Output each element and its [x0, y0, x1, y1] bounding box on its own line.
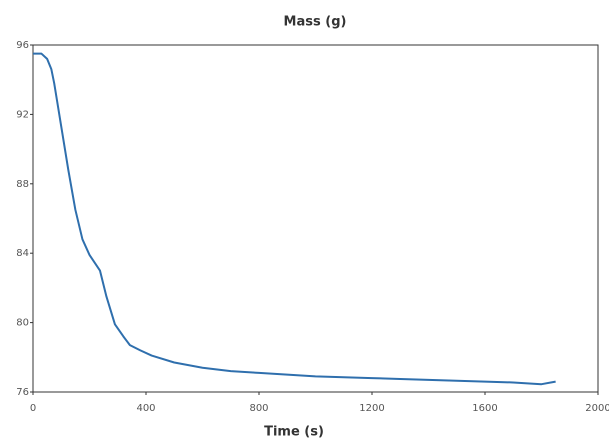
y-tick-label: 92: [16, 109, 29, 120]
y-tick-label: 96: [16, 40, 29, 51]
x-tick-label: 1600: [472, 403, 497, 414]
y-tick-label: 84: [16, 248, 29, 259]
chart-title: Mass (g): [284, 15, 347, 30]
x-tick-label: 1200: [359, 403, 384, 414]
x-tick-label: 400: [136, 403, 155, 414]
y-tick-label: 88: [16, 179, 29, 190]
x-axis-label: Time (s): [264, 425, 324, 439]
x-tick-label: 0: [30, 403, 36, 414]
y-tick-label: 76: [16, 387, 29, 398]
x-tick-label: 2000: [585, 403, 609, 414]
x-tick-label: 800: [249, 403, 268, 414]
plot-frame: [32, 44, 599, 393]
y-tick-label: 80: [16, 318, 29, 329]
data-line: [33, 52, 556, 386]
